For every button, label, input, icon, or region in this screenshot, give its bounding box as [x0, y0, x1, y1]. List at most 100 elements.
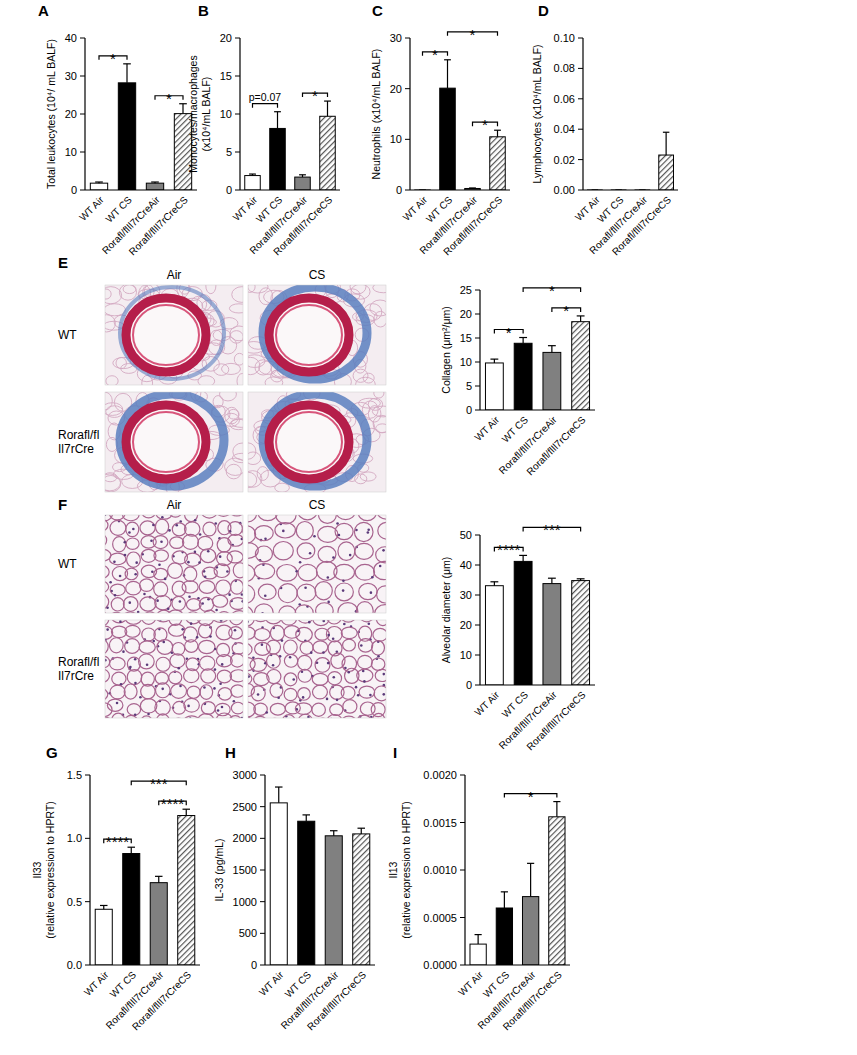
y-tick-label: 0 — [466, 404, 472, 416]
y-tick — [578, 38, 583, 39]
micrograph-texture — [220, 392, 237, 401]
micrograph-nucleus — [336, 522, 339, 525]
y-tick — [475, 535, 480, 536]
micrograph-nucleus — [234, 629, 237, 632]
row-label: Rorafl/flIl7rCre — [58, 655, 99, 683]
micrograph-alveolus — [284, 688, 297, 700]
micrograph-nucleus — [248, 675, 250, 678]
y-tick-label: 0 — [226, 184, 232, 196]
micrograph-nucleus — [322, 620, 325, 622]
micrograph-airway — [126, 405, 206, 479]
error-bar — [179, 104, 187, 114]
micrograph-nucleus — [309, 552, 312, 555]
micrograph-alveolus — [198, 624, 211, 638]
micrograph-alveolus — [254, 604, 273, 613]
y-tick-label: 10 — [390, 133, 402, 145]
micrograph-texture — [248, 443, 256, 459]
micrograph-alveolus — [156, 683, 171, 698]
error-bar — [330, 831, 338, 836]
micrograph-alveolus — [258, 515, 278, 521]
x-tick-label: Rorafl/flIl7rCreCS — [130, 969, 193, 1032]
micrograph-nucleus — [217, 709, 220, 712]
micrograph-alveolus — [157, 640, 173, 655]
y-axis-label: (x10⁴/mL BALF) — [200, 77, 212, 152]
micrograph-alveolus — [296, 627, 313, 642]
micrograph-alveolus — [199, 581, 215, 594]
error-stem — [277, 112, 278, 129]
bar — [298, 821, 315, 965]
error-cap — [179, 103, 187, 104]
micrograph-nucleus — [327, 662, 330, 665]
y-tick — [475, 685, 480, 686]
micrograph-alveolus — [140, 597, 156, 611]
error-cap — [302, 814, 310, 815]
error-bar — [490, 359, 498, 363]
row-label-line: Il7rCre — [58, 669, 94, 683]
micrograph-nucleus — [221, 663, 224, 666]
micrograph-alveolus — [358, 639, 372, 652]
micrograph-texture — [257, 467, 268, 481]
micrograph-collagen — [263, 287, 367, 379]
y-tick-label: 10 — [65, 146, 77, 158]
micrograph-nucleus — [161, 688, 164, 691]
y-tick-label: 10 — [220, 108, 232, 120]
micrograph-alveolus — [140, 521, 155, 535]
micrograph-nucleus — [199, 533, 202, 536]
error-bar — [95, 182, 103, 183]
error-stem — [666, 132, 667, 155]
y-axis-label: Il33 — [31, 861, 43, 878]
bar — [320, 116, 336, 190]
micrograph-alveolus — [254, 628, 270, 640]
error-cap — [100, 905, 108, 906]
micrograph-bg — [248, 285, 386, 385]
y-tick — [405, 139, 410, 140]
micrograph-alveolus — [255, 642, 271, 655]
micrograph-alveolus — [376, 620, 386, 626]
micrograph-alveolus — [335, 523, 353, 539]
error-bar — [577, 579, 585, 581]
micrograph-alveolus — [270, 683, 283, 697]
y-tick-label: 5 — [466, 380, 472, 392]
y-tick — [80, 114, 85, 115]
y-tick — [235, 190, 240, 191]
micrograph-alveolus — [168, 610, 184, 613]
error-cap — [494, 130, 501, 131]
x-tick-label: Rorafl/flIl7rCreCS — [524, 689, 587, 752]
micrograph-nucleus — [363, 680, 366, 683]
micrograph-alveolus — [377, 515, 386, 519]
y-tick-label: 30 — [65, 70, 77, 82]
significance-bracket: p=0.07 — [249, 91, 282, 108]
micrograph-nucleus — [367, 529, 370, 532]
micrograph — [248, 392, 386, 492]
error-bar — [299, 175, 306, 177]
error-bar — [469, 187, 476, 189]
x-axis — [480, 684, 595, 685]
micrograph-nucleus — [219, 555, 222, 558]
significance-label: p=0.07 — [249, 91, 282, 103]
error-stem — [523, 338, 524, 344]
y-tick — [578, 129, 583, 130]
micrograph-alveolus — [185, 640, 198, 653]
micrograph-texture — [106, 376, 118, 385]
error-stem — [478, 935, 479, 945]
micrograph-nucleus — [113, 561, 116, 564]
error-stem — [530, 863, 531, 896]
micrograph-nucleus — [147, 713, 150, 716]
micrograph-alveolus — [359, 583, 377, 599]
micrograph-frame — [248, 515, 386, 613]
micrograph-frame — [248, 392, 386, 492]
micrograph-alveolus — [255, 526, 274, 541]
y-tick-label: 40 — [460, 559, 472, 571]
micrograph-alveolus — [105, 669, 109, 682]
y-tick — [260, 870, 265, 871]
micrograph-nucleus — [160, 540, 163, 543]
micrograph-nucleus — [122, 650, 125, 653]
micrograph-alveolus — [182, 534, 198, 549]
micrograph-nucleus — [289, 656, 292, 659]
bar — [572, 322, 590, 410]
micrograph-alveolus — [228, 716, 242, 718]
micrograph-nucleus — [382, 673, 385, 676]
micrograph-alveolus — [315, 582, 332, 600]
error-stem — [497, 130, 498, 137]
micrograph-frame — [105, 620, 243, 718]
